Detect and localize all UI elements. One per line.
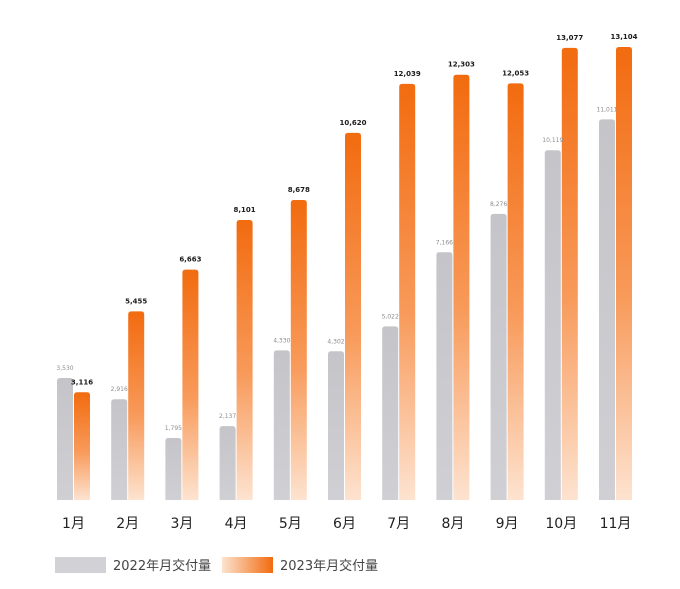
value-label-2023-1: 3,116 [71,378,93,386]
legend: 2022年月交付量 2023年月交付量 [55,557,378,574]
x-tick-label: 3月 [170,516,193,532]
value-label-2022-7: 5,022 [382,313,399,320]
bar-2022-8 [436,252,453,500]
bar-2022-4 [219,426,236,500]
x-tick-label: 6月 [333,516,356,532]
bar-2023-10 [561,47,578,500]
value-label-2023-5: 8,678 [288,186,310,194]
value-label-2023-8: 12,303 [448,61,475,69]
bars-layer [57,47,632,501]
bar-2023-3 [182,269,199,500]
x-tick-label: 2月 [116,516,139,532]
bar-2023-11 [616,47,632,500]
value-label-2023-6: 10,620 [339,119,366,127]
legend-swatch-2022 [55,557,106,573]
bar-2023-1 [74,392,90,500]
bar-2022-10 [544,150,561,500]
bar-2023-4 [236,219,253,500]
value-label-2023-10: 13,077 [556,34,583,42]
value-label-2023-3: 6,663 [179,256,201,264]
bar-2022-5 [273,350,290,500]
bar-2023-8 [453,74,470,500]
bar-2022-6 [328,351,344,500]
legend-label-2022: 2022年月交付量 [113,558,211,574]
bar-2022-1 [57,377,73,500]
value-label-2022-6: 4,302 [327,338,344,345]
bar-2022-7 [382,326,399,500]
legend-swatch-2023 [222,557,273,573]
value-label-2022-9: 8,276 [490,201,507,208]
bar-2023-7 [399,83,416,500]
value-label-2023-7: 12,039 [394,70,421,78]
value-label-2022-3: 1,795 [165,425,182,432]
x-tick-label: 1月 [62,516,85,532]
x-tick-label: 9月 [496,516,519,532]
bar-2023-9 [507,83,524,501]
value-label-2022-1: 3,530 [56,365,73,372]
x-tick-label: 5月 [279,516,302,532]
value-label-2022-4: 2,137 [219,413,236,420]
x-tick-label: 8月 [441,516,464,532]
x-tick-label: 11月 [600,516,632,532]
bar-2022-9 [490,213,507,500]
value-label-2022-10: 10,119 [542,137,563,144]
value-label-2022-2: 2,916 [111,386,128,393]
bar-2023-6 [345,132,361,500]
bar-2022-3 [165,437,182,500]
bar-2023-5 [290,200,307,500]
value-label-2022-8: 7,166 [436,239,453,246]
x-tick-label: 7月 [387,516,410,532]
value-label-2023-11: 13,104 [610,33,637,41]
value-label-2023-2: 5,455 [125,297,147,305]
legend-label-2023: 2023年月交付量 [280,558,378,574]
bar-2022-2 [111,399,128,500]
x-tick-label: 10月 [545,516,577,532]
value-label-2023-9: 12,053 [502,69,529,77]
x-tick-label: 4月 [225,516,248,532]
bar-2023-2 [128,311,145,500]
x-axis-ticks: 1月 2月 3月 4月 5月 6月 7月 8月 9月 10月 11月 [62,516,631,532]
value-label-2022-11: 11,011 [597,106,618,113]
value-labels-layer: 3,530 3,116 2,916 5,455 1,795 6,663 2,137 8,101… [56,33,637,432]
value-label-2023-4: 8,101 [234,206,256,214]
bar-2022-11 [599,119,615,501]
value-label-2022-5: 4,330 [273,337,290,344]
